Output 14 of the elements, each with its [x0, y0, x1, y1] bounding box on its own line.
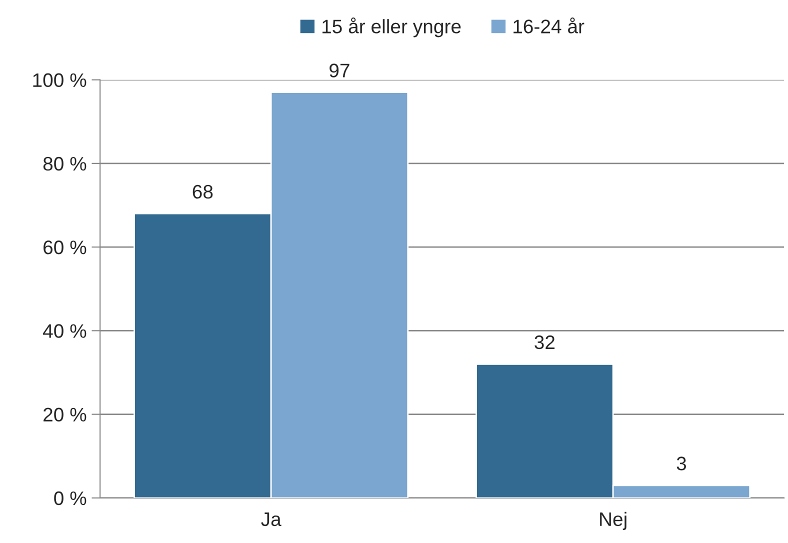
- legend-label: 15 år eller yngre: [322, 18, 461, 38]
- y-tick-label: 20 %: [44, 408, 86, 422]
- x-tick-label: Ja: [261, 512, 282, 526]
- data-label: 97: [330, 64, 350, 78]
- y-tick-label: 40 %: [43, 324, 86, 338]
- y-tick-label: 60 %: [44, 240, 86, 254]
- data-label: 32: [534, 335, 555, 350]
- y-tick-label: 0 %: [54, 491, 86, 506]
- y-tick-label: 80 %: [43, 156, 86, 171]
- y-tick-label: 100 %: [33, 73, 86, 88]
- x-tick-label: Nej: [600, 512, 626, 530]
- data-label: 3: [676, 456, 686, 470]
- legend-label: 16-24 år: [514, 18, 584, 34]
- data-label: 68: [192, 184, 213, 199]
